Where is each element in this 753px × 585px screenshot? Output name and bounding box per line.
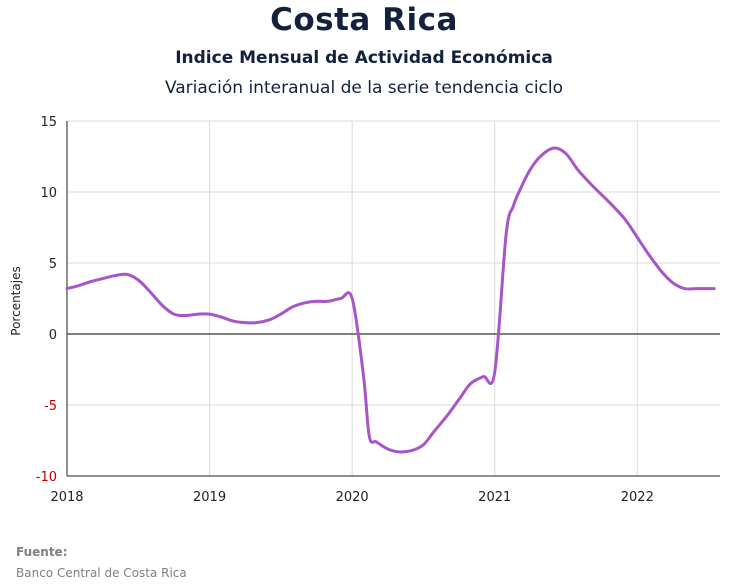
chart-subtitle: Indice Mensual de Actividad Económica (175, 48, 553, 68)
series-line (65, 146, 716, 454)
y-tick-label: 15 (40, 115, 57, 130)
y-tick-label: 0 (49, 328, 57, 343)
axes (66, 121, 720, 477)
y-tick-labels: 15 10 5 0 -5 -10 (36, 115, 57, 485)
y-axis-label: Porcentajes (9, 266, 23, 335)
chart-title: Costa Rica (270, 2, 458, 38)
x-tick-label: 2020 (336, 490, 369, 505)
y-tick-label: 5 (49, 257, 57, 272)
x-tick-label: 2022 (621, 490, 654, 505)
x-tick-label: 2019 (193, 490, 226, 505)
series-group (65, 146, 716, 454)
x-tick-label: 2018 (50, 490, 83, 505)
y-tick-label: 10 (40, 186, 57, 201)
y-tick-label: -10 (36, 470, 57, 485)
chart-description: Variación interanual de la serie tendenc… (164, 78, 564, 98)
source-label: Fuente: (16, 545, 68, 559)
grid-lines (67, 120, 720, 476)
x-tick-labels: 2018 2019 2020 2021 2022 (50, 490, 653, 505)
y-tick-label: -5 (44, 399, 57, 414)
x-tick-label: 2021 (478, 490, 511, 505)
source-text: Banco Central de Costa Rica (16, 566, 187, 580)
